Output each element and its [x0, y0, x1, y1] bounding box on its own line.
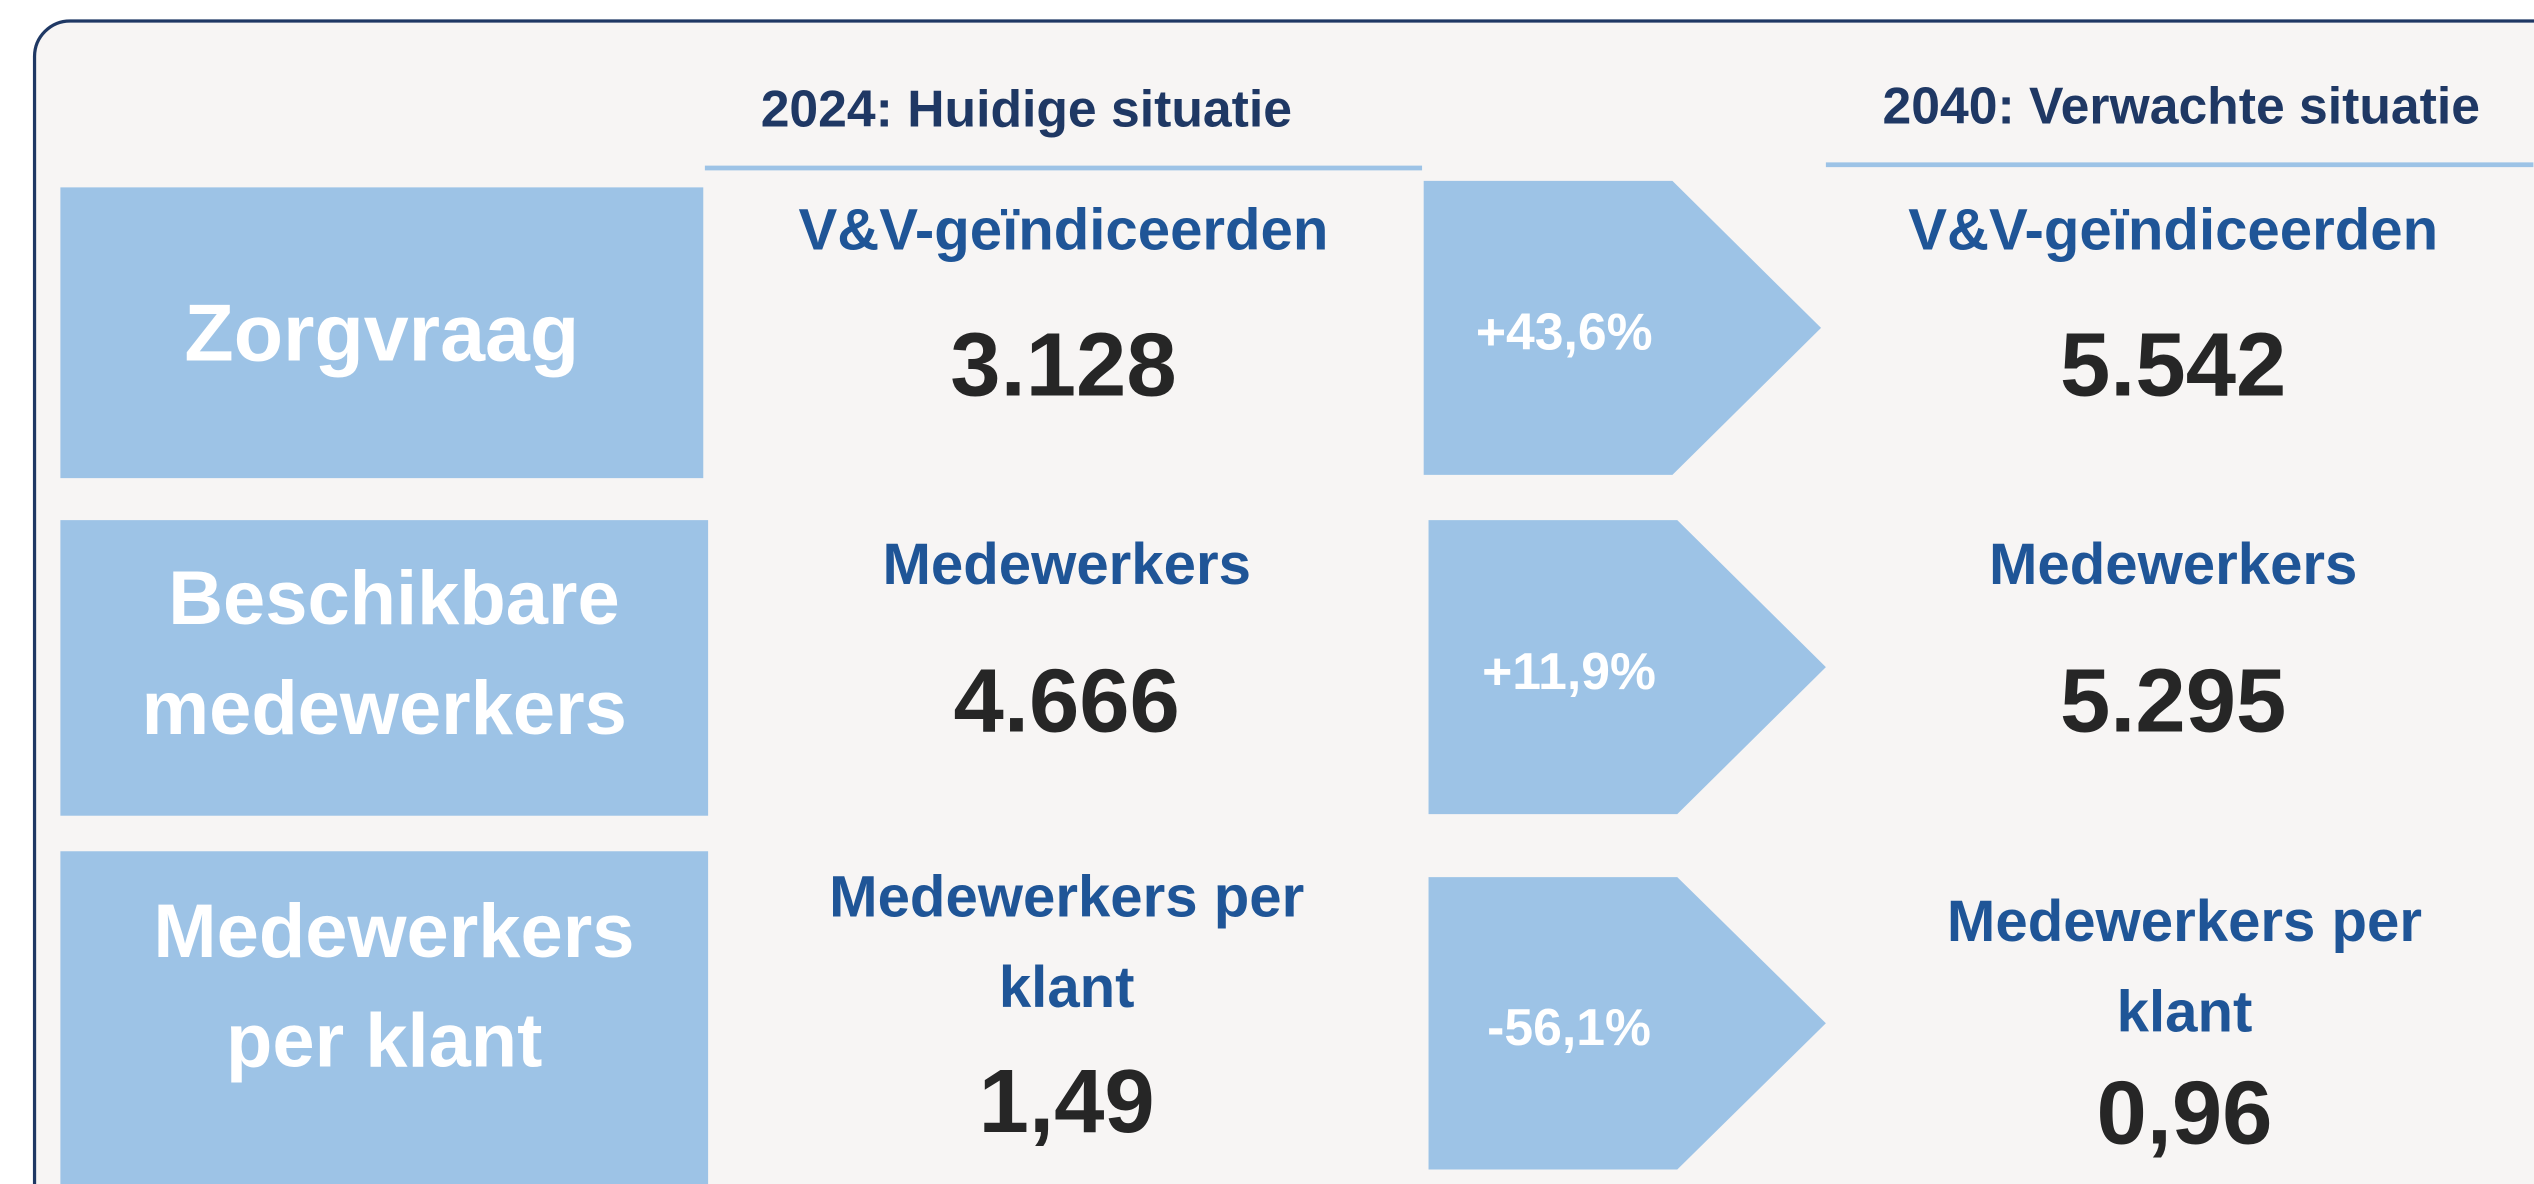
row-label: Zorgvraag — [184, 289, 579, 379]
change-label: -56,1% — [1487, 998, 1651, 1056]
metric-value: 0,96 — [2096, 1062, 2272, 1163]
row-label-box — [60, 520, 709, 816]
row-label: per klant — [226, 999, 542, 1084]
row-label-box — [60, 851, 709, 1184]
metric-label: Medewerkers per — [829, 865, 1304, 930]
metric-label: V&V-geïndiceerden — [799, 198, 1329, 263]
change-arrow — [1428, 877, 1826, 1170]
row-label: Medewerkers — [153, 889, 634, 974]
metric-label: V&V-geïndiceerden — [1908, 198, 2438, 263]
metric-label: klant — [2117, 979, 2253, 1044]
header-future: 2040: Verwachte situatie — [1883, 76, 2480, 134]
change-label: +11,9% — [1482, 642, 1656, 700]
metric-label: klant — [999, 955, 1135, 1020]
metric-value: 4.666 — [954, 650, 1180, 751]
change-arrow — [1428, 520, 1826, 815]
change-arrow — [1423, 180, 1822, 475]
metric-value: 5.295 — [2060, 650, 2286, 751]
metric-label: Medewerkers per — [1947, 889, 2422, 954]
metric-label: Medewerkers — [1989, 532, 2357, 597]
row-label: medewerkers — [142, 666, 627, 751]
metric-value: 5.542 — [2060, 314, 2286, 415]
metric-label: Medewerkers — [882, 532, 1250, 597]
metric-value: 3.128 — [950, 314, 1176, 415]
header-current: 2024: Huidige situatie — [761, 80, 1292, 138]
metric-value: 1,49 — [979, 1051, 1155, 1152]
row-label: Beschikbare — [168, 556, 619, 641]
row-label-box — [60, 187, 704, 479]
change-label: +43,6% — [1476, 303, 1653, 361]
